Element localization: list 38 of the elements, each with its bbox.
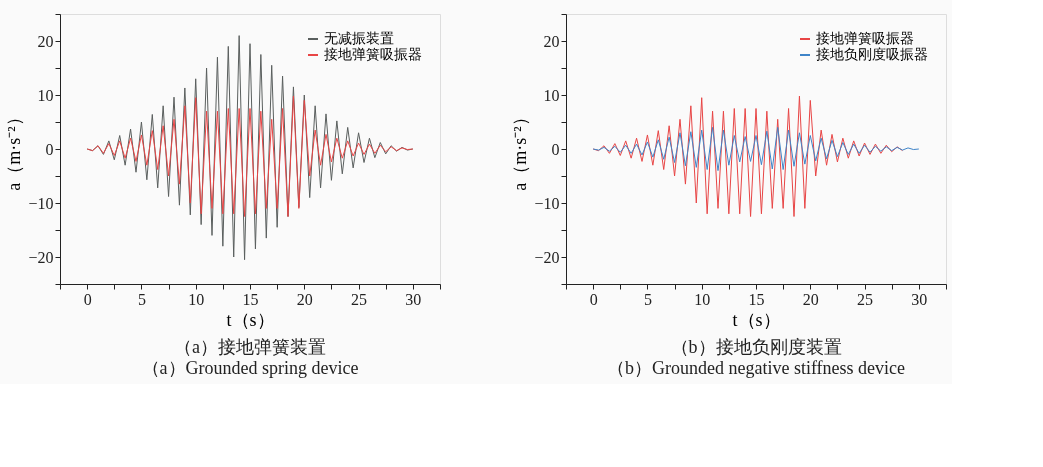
x-tick-label: 30 <box>911 290 928 308</box>
y-tick-label: 0 <box>551 140 560 158</box>
y-axis-title: a（m·s⁻²） <box>4 108 25 191</box>
x-tick-label: 25 <box>351 290 368 308</box>
x-tick-label: 10 <box>694 290 711 308</box>
y-axis-title: a（m·s⁻²） <box>510 108 531 191</box>
y-tick-label: −10 <box>28 194 54 212</box>
x-tick-label: 0 <box>589 290 598 308</box>
y-tick-label: −20 <box>28 248 54 266</box>
x-tick-label: 20 <box>296 290 313 308</box>
x-tick-label: 15 <box>242 290 259 308</box>
legend-label: 无减振装置 <box>324 31 394 46</box>
y-tick-label: 10 <box>543 86 560 104</box>
text: （b）接地负刚度装置 <box>670 337 842 357</box>
y-tick-label: 0 <box>45 140 54 158</box>
x-tick-label: 0 <box>83 290 92 308</box>
x-tick-label: 10 <box>188 290 205 308</box>
line-series <box>592 126 920 172</box>
text: （a）Grounded spring device <box>141 358 359 378</box>
legend-label: 接地弹簧吸振器 <box>324 47 422 62</box>
text: （a）接地弹簧装置 <box>174 337 326 357</box>
x-tick-label: 5 <box>643 290 652 308</box>
legend-label: 接地负刚度吸振器 <box>816 47 928 62</box>
y-tick-label: 10 <box>37 86 54 104</box>
text: （b）Grounded negative stiffness device <box>606 358 906 378</box>
x-axis-title: t（s） <box>732 309 781 330</box>
y-tick-label: 20 <box>543 32 560 50</box>
legend-label: 接地弹簧吸振器 <box>816 31 914 46</box>
x-axis-title: t（s） <box>226 309 275 330</box>
x-tick-label: 15 <box>748 290 765 308</box>
x-tick-label: 5 <box>137 290 146 308</box>
y-tick-label: −10 <box>534 194 560 212</box>
line-series <box>86 95 414 217</box>
x-tick-label: 20 <box>802 290 819 308</box>
x-tick-label: 30 <box>405 290 422 308</box>
x-tick-label: 25 <box>857 290 874 308</box>
y-tick-label: −20 <box>534 248 560 266</box>
y-tick-label: 20 <box>37 32 54 50</box>
